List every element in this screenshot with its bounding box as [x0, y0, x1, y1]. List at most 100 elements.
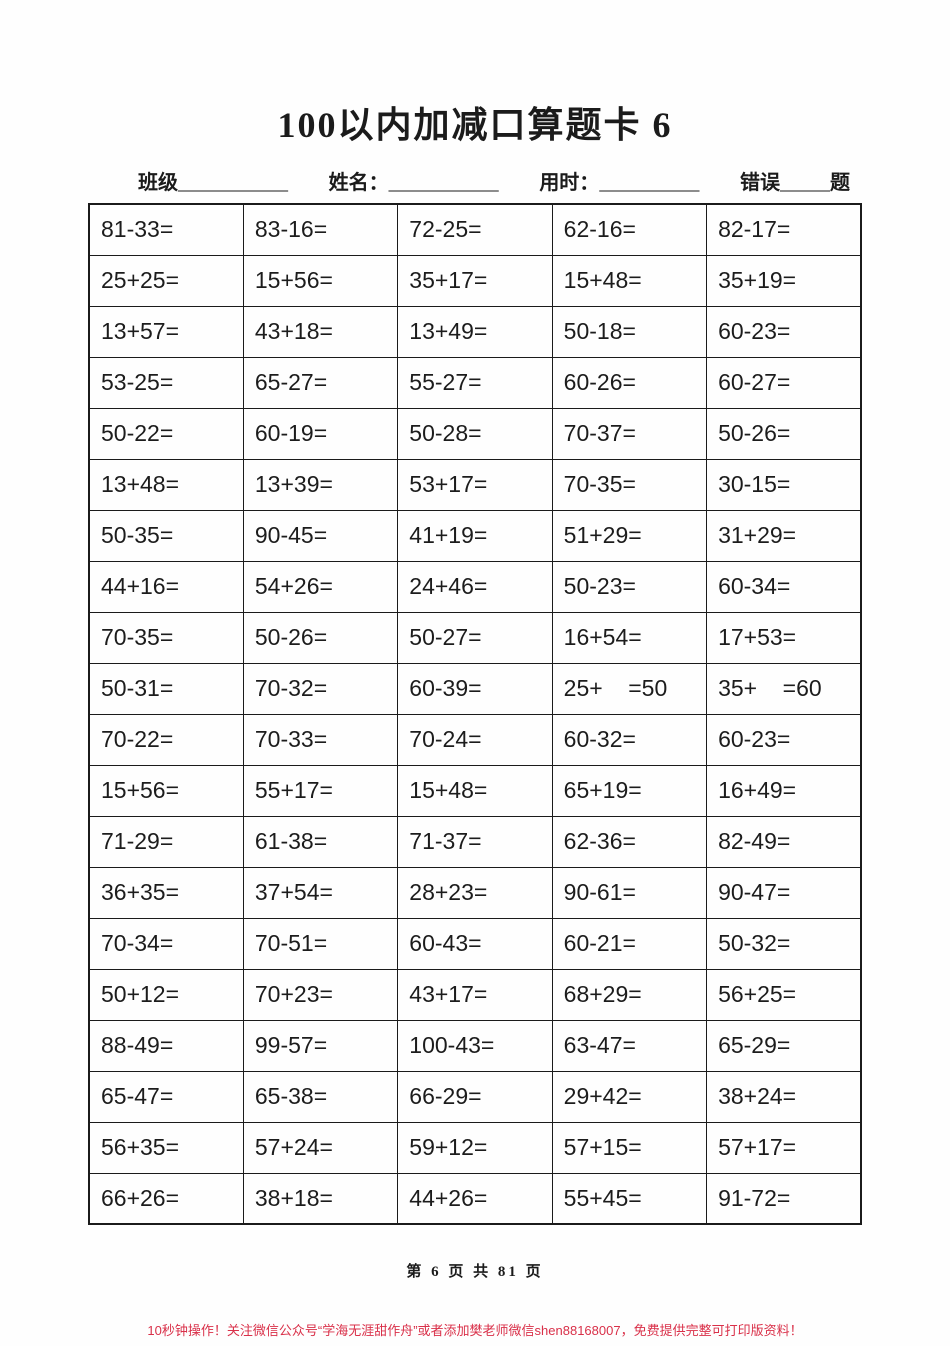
problem-cell: 53+17=: [397, 458, 553, 511]
problem-cell: 99-57=: [242, 1019, 399, 1072]
problem-cell: 65+19=: [551, 764, 708, 817]
problem-cell: 50-22=: [88, 407, 244, 460]
table-row: 66+26= 38+18= 44+26= 55+45= 91-72=: [88, 1172, 862, 1225]
problem-cell: 60-43=: [397, 917, 553, 970]
problem-cell: 60-32=: [551, 713, 708, 766]
problem-cell: 56+35=: [88, 1121, 244, 1174]
problem-cell: 91-72=: [706, 1172, 862, 1225]
problem-cell: 50-23=: [551, 560, 708, 613]
problem-cell: 60-27=: [706, 356, 862, 409]
problem-cell: 72-25=: [397, 203, 553, 256]
problem-cell: 62-16=: [551, 203, 708, 256]
info-line: 班级___________ 姓名：___________ 用时：________…: [138, 166, 850, 195]
problem-cell: 70-35=: [88, 611, 244, 664]
table-row: 13+57= 43+18= 13+49= 50-18= 60-23=: [88, 305, 862, 358]
table-row: 50+12= 70+23= 43+17= 68+29= 56+25=: [88, 968, 862, 1021]
worksheet-title: 100以内加减口算题卡 6: [277, 105, 673, 145]
problem-cell: 55+17=: [242, 764, 399, 817]
problem-cell: 70-32=: [242, 662, 399, 715]
problem-cell: 63-47=: [551, 1019, 708, 1072]
problem-cell: 55+45=: [551, 1172, 708, 1225]
problem-cell: 50-27=: [397, 611, 553, 664]
table-row: 70-35= 50-26= 50-27= 16+54= 17+53=: [88, 611, 862, 664]
table-row: 70-34= 70-51= 60-43= 60-21= 50-32=: [88, 917, 862, 970]
table-row: 71-29= 61-38= 71-37= 62-36= 82-49=: [88, 815, 862, 868]
problem-cell: 31+29=: [706, 509, 862, 562]
problem-cell: 65-47=: [88, 1070, 244, 1123]
problem-cell: 88-49=: [88, 1019, 244, 1072]
problem-cell: 82-17=: [706, 203, 862, 256]
problem-cell: 53-25=: [88, 356, 244, 409]
problem-cell: 83-16=: [242, 203, 399, 256]
problem-cell: 60-26=: [551, 356, 708, 409]
problem-cell: 57+17=: [706, 1121, 862, 1174]
table-row: 50-22= 60-19= 50-28= 70-37= 50-26=: [88, 407, 862, 460]
problem-cell: 57+24=: [242, 1121, 399, 1174]
problem-cell: 35+17=: [397, 254, 553, 307]
problem-cell: 15+48=: [397, 764, 553, 817]
problem-cell: 82-49=: [706, 815, 862, 868]
problem-cell: 70-34=: [88, 917, 244, 970]
name-label: 姓名：: [328, 172, 389, 194]
problem-cell: 50-18=: [551, 305, 708, 358]
problem-cell: 51+29=: [551, 509, 708, 562]
problem-cell: 13+49=: [397, 305, 553, 358]
problem-cell: 62-36=: [551, 815, 708, 868]
problem-cell: 60-23=: [706, 305, 862, 358]
table-row: 88-49= 99-57= 100-43= 63-47= 65-29=: [88, 1019, 862, 1072]
problem-cell: 50-28=: [397, 407, 553, 460]
class-label: 班级: [138, 172, 178, 194]
table-row: 36+35= 37+54= 28+23= 90-61= 90-47=: [88, 866, 862, 919]
problem-cell: 44+16=: [88, 560, 244, 613]
table-row: 25+25= 15+56= 35+17= 15+48= 35+19=: [88, 254, 862, 307]
problem-cell: 81-33=: [88, 203, 244, 256]
problem-cell: 66+26=: [88, 1172, 244, 1225]
class-blank: ___________: [178, 172, 288, 194]
table-row: 65-47= 65-38= 66-29= 29+42= 38+24=: [88, 1070, 862, 1123]
problem-cell: 13+57=: [88, 305, 244, 358]
problem-cell: 70+23=: [242, 968, 399, 1021]
problem-cell: 36+35=: [88, 866, 244, 919]
problem-cell: 37+54=: [242, 866, 399, 919]
problem-cell: 70-35=: [551, 458, 708, 511]
problem-cell: 50+12=: [88, 968, 244, 1021]
problem-cell: 60-21=: [551, 917, 708, 970]
problem-cell: 13+48=: [88, 458, 244, 511]
time-blank: __________: [599, 172, 700, 194]
table-row: 50-31= 70-32= 60-39= 25+ =50 35+ =60: [88, 662, 862, 715]
promo-footer: 10秒钟操作！关注微信公众号“学海无涯甜作舟”或者添加樊老师微信shen8816…: [147, 1323, 803, 1338]
problem-cell: 38+18=: [242, 1172, 399, 1225]
table-row: 15+56= 55+17= 15+48= 65+19= 16+49=: [88, 764, 862, 817]
error-suffix: 题: [829, 172, 850, 194]
error-field: 错误_____题: [740, 166, 850, 195]
table-row: 44+16= 54+26= 24+46= 50-23= 60-34=: [88, 560, 862, 613]
problem-cell: 56+25=: [706, 968, 862, 1021]
problem-cell: 25+25=: [88, 254, 244, 307]
problem-cell: 60-39=: [397, 662, 553, 715]
problem-cell: 100-43=: [397, 1019, 553, 1072]
problem-cell: 43+18=: [242, 305, 399, 358]
problem-cell: 15+56=: [242, 254, 399, 307]
problem-cell: 71-37=: [397, 815, 553, 868]
name-blank: ___________: [388, 172, 499, 194]
problem-cell: 25+ =50: [551, 662, 708, 715]
problem-cell: 30-15=: [706, 458, 862, 511]
problem-cell: 15+48=: [551, 254, 708, 307]
problem-cell: 17+53=: [706, 611, 862, 664]
problem-cell: 43+17=: [397, 968, 553, 1021]
table-row: 53-25= 65-27= 55-27= 60-26= 60-27=: [88, 356, 862, 409]
problem-cell: 38+24=: [706, 1070, 862, 1123]
problem-cell: 71-29=: [88, 815, 244, 868]
class-field: 班级___________: [138, 166, 288, 195]
error-blank: _____: [779, 172, 830, 194]
problem-cell: 50-31=: [88, 662, 244, 715]
problem-cell: 66-29=: [397, 1070, 553, 1123]
table-row: 50-35= 90-45= 41+19= 51+29= 31+29=: [88, 509, 862, 562]
table-row: 13+48= 13+39= 53+17= 70-35= 30-15=: [88, 458, 862, 511]
problem-cell: 24+46=: [397, 560, 553, 613]
problem-cell: 29+42=: [551, 1070, 708, 1123]
problem-cell: 70-33=: [242, 713, 399, 766]
name-field: 姓名：___________: [329, 166, 499, 195]
problem-cell: 16+54=: [551, 611, 708, 664]
problem-cell: 70-22=: [88, 713, 244, 766]
